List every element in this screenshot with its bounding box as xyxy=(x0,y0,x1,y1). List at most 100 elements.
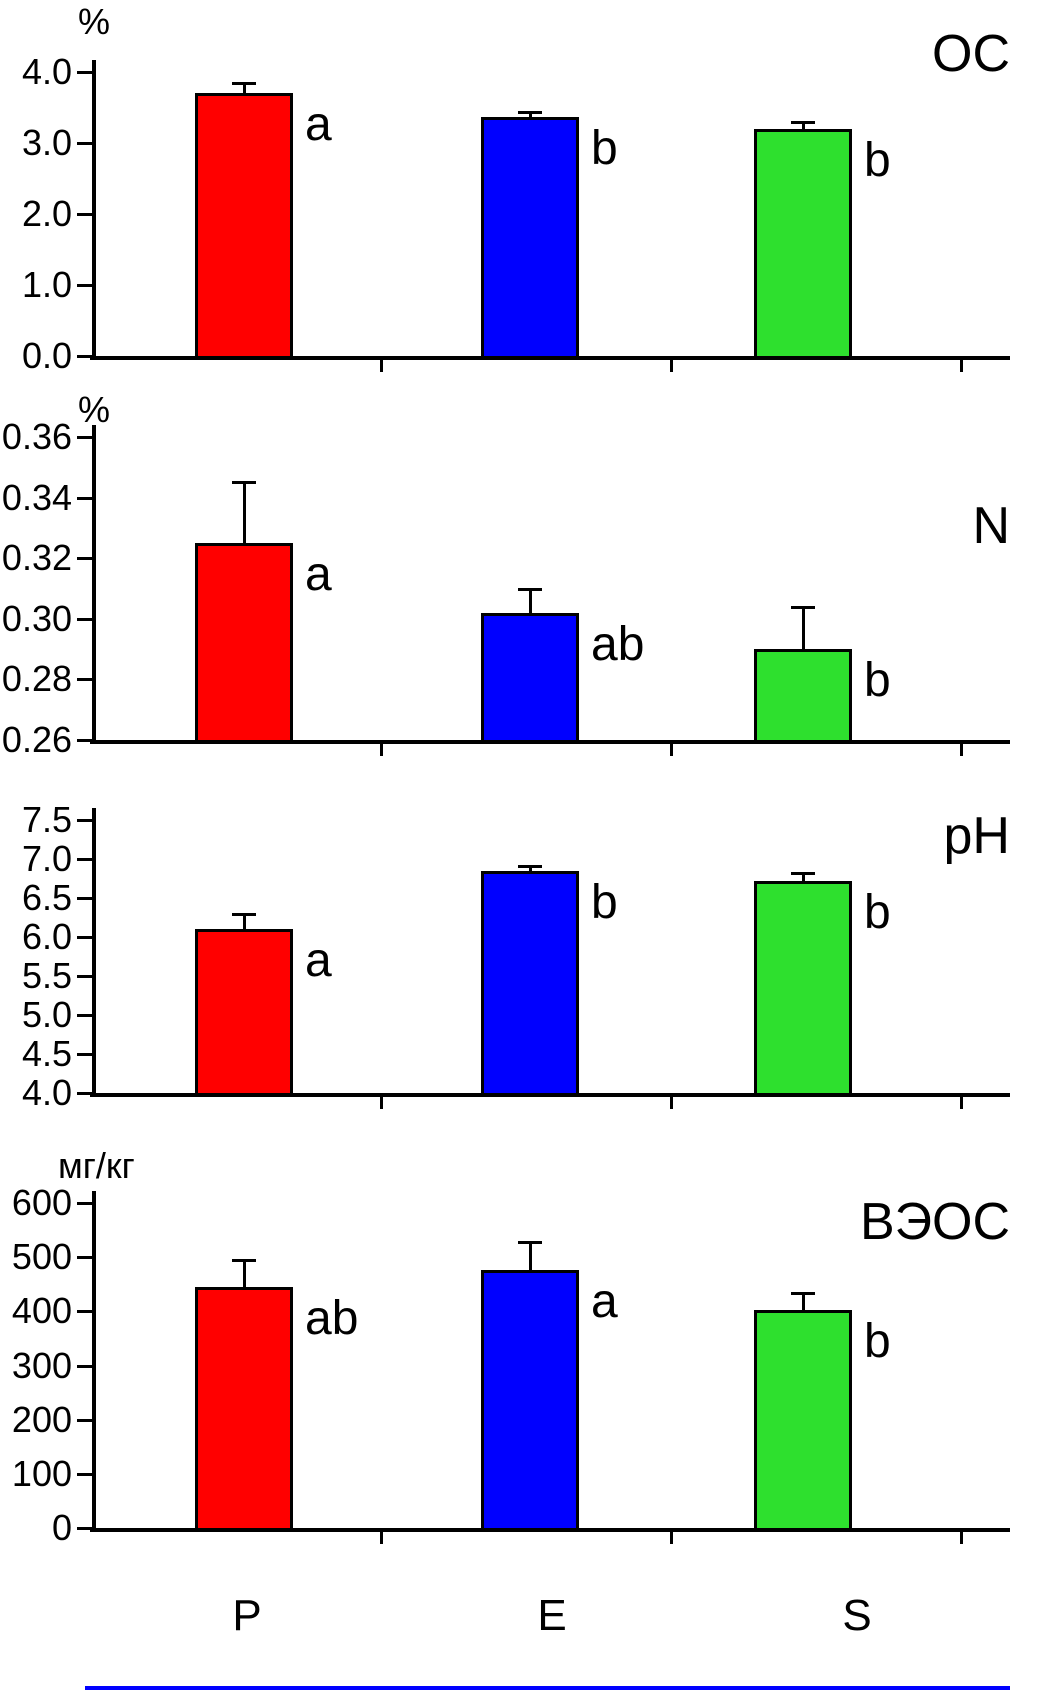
x-axis-tick xyxy=(670,744,673,756)
sig-letter: a xyxy=(305,934,332,988)
y-tick-label: 3.0 xyxy=(21,122,72,163)
y-tick-label: 500 xyxy=(11,1236,72,1278)
y-axis-tick xyxy=(77,557,92,561)
panel-title: N xyxy=(972,497,1010,555)
bar-P xyxy=(195,1286,293,1531)
x-axis-tick xyxy=(670,360,673,372)
sig-letter: b xyxy=(591,875,618,929)
y-axis-tick xyxy=(77,739,92,742)
y-axis-tick xyxy=(77,1202,92,1205)
y-axis-tick xyxy=(77,617,92,621)
y-axis-tick xyxy=(77,678,92,682)
x-axis-tick xyxy=(380,360,383,372)
x-category-label: E xyxy=(537,1591,567,1640)
y-axis-tick xyxy=(77,936,92,939)
error-bar xyxy=(529,588,532,613)
error-bar-cap xyxy=(518,865,542,869)
y-tick-label: 5.5 xyxy=(21,955,72,996)
sig-letter: b xyxy=(864,1315,891,1369)
error-bar xyxy=(802,873,805,881)
y-tick-label: 600 xyxy=(11,1182,72,1223)
y-tick-label: 4.0 xyxy=(21,1072,72,1113)
bar-S xyxy=(754,128,852,359)
bar-S xyxy=(754,880,852,1096)
y-tick-label: 5.0 xyxy=(21,994,72,1035)
error-bar xyxy=(802,1292,805,1311)
y-tick-label: 6.0 xyxy=(21,916,72,957)
y-axis-tick xyxy=(77,1472,92,1476)
error-bar xyxy=(529,112,532,117)
sig-letter: a xyxy=(591,1275,618,1329)
sig-letter: b xyxy=(864,885,891,939)
error-bar-cap xyxy=(518,111,542,115)
y-axis-tick xyxy=(77,284,92,287)
y-tick-label: 300 xyxy=(11,1344,72,1386)
error-bar-cap xyxy=(791,605,815,609)
error-bar-cap xyxy=(791,872,815,876)
sig-letter: b xyxy=(864,133,891,187)
bar-P xyxy=(195,93,293,359)
x-category-label: P xyxy=(232,1591,262,1640)
axis-unit-label: % xyxy=(78,1,111,42)
y-axis-tick xyxy=(77,975,92,978)
y-axis-tick xyxy=(77,1014,92,1017)
x-axis-tick xyxy=(380,1097,383,1109)
y-axis-tick xyxy=(77,858,92,861)
bar-E xyxy=(481,1270,579,1531)
y-axis-tick xyxy=(77,1310,92,1314)
error-bar-cap xyxy=(791,120,815,124)
y-tick-label: 4.0 xyxy=(21,51,72,92)
y-tick-label: 0.0 xyxy=(21,335,72,376)
y-tick-label: 2.0 xyxy=(21,193,72,234)
y-axis-tick xyxy=(77,1527,92,1530)
y-tick-label: 7.0 xyxy=(21,838,72,879)
bar-P xyxy=(195,543,293,743)
error-bar xyxy=(243,913,246,930)
axis-unit-label: мг/кг xyxy=(58,1145,135,1186)
bar-E xyxy=(481,116,579,359)
y-axis-tick xyxy=(77,213,92,216)
sig-letter: a xyxy=(305,98,332,152)
error-bar-cap xyxy=(232,81,256,85)
y-axis xyxy=(92,60,96,360)
y-axis-tick xyxy=(77,142,92,145)
error-bar-cap xyxy=(232,1258,256,1262)
bar-P xyxy=(195,929,293,1096)
bar-E xyxy=(481,870,579,1096)
error-bar xyxy=(529,1242,532,1271)
error-bar xyxy=(243,1259,246,1287)
error-bar xyxy=(802,606,805,650)
y-tick-label: 0.36 xyxy=(1,416,72,457)
x-axis-tick xyxy=(380,1532,383,1544)
y-tick-label: 400 xyxy=(11,1290,72,1332)
error-bar xyxy=(529,866,532,871)
x-axis-tick xyxy=(670,1532,673,1544)
panel-title: pH xyxy=(943,807,1010,865)
y-axis-tick xyxy=(77,819,92,822)
x-axis-tick xyxy=(670,1097,673,1109)
error-bar-cap xyxy=(232,912,256,916)
bar-S xyxy=(754,649,852,743)
y-axis xyxy=(92,425,96,744)
y-axis-tick xyxy=(77,436,92,439)
sig-letter: ab xyxy=(591,617,645,671)
x-axis-tick xyxy=(380,744,383,756)
x-category-label: S xyxy=(842,1591,872,1640)
y-tick-label: 0.30 xyxy=(1,597,72,639)
axis-unit-label: % xyxy=(78,389,111,430)
y-axis-tick xyxy=(77,897,92,900)
panel-title: ОС xyxy=(932,25,1010,83)
x-axis-tick xyxy=(960,1097,963,1109)
error-bar xyxy=(243,82,246,94)
error-bar xyxy=(243,482,246,544)
error-bar-cap xyxy=(791,1291,815,1295)
y-tick-label: 0.26 xyxy=(1,719,72,760)
y-tick-label: 1.0 xyxy=(21,264,72,305)
sig-letter: ab xyxy=(305,1291,359,1345)
y-tick-label: 6.5 xyxy=(21,877,72,918)
panel-title: ВЭОС xyxy=(859,1193,1010,1251)
y-tick-label: 100 xyxy=(11,1452,72,1494)
error-bar-cap xyxy=(518,1241,542,1244)
